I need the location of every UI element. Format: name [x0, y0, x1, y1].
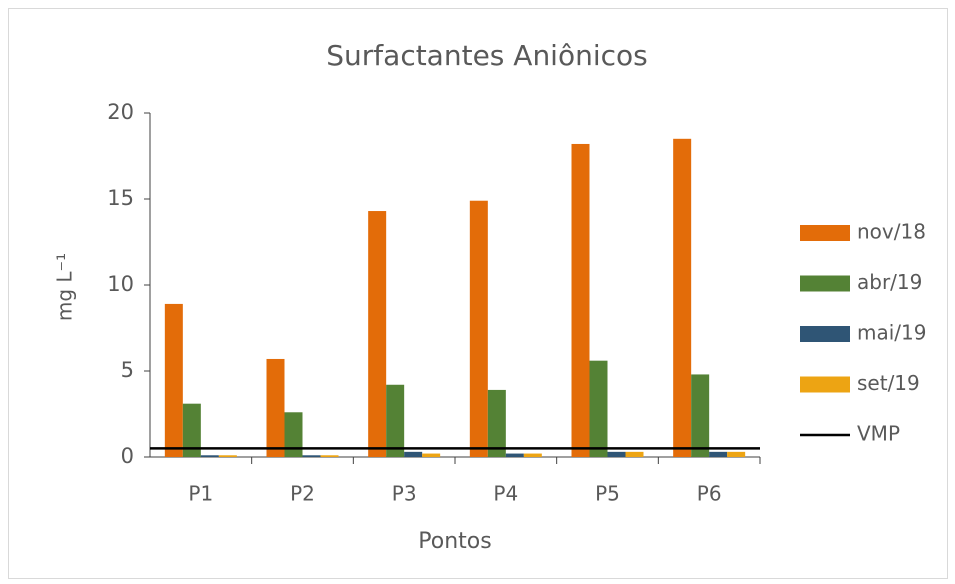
y-tick-label: 10 — [107, 272, 134, 296]
bar — [164, 303, 183, 457]
bar — [404, 451, 423, 457]
bar — [589, 360, 608, 457]
bar — [487, 389, 506, 457]
bar — [284, 412, 303, 457]
bar — [386, 384, 405, 457]
bar — [571, 143, 590, 457]
x-tick-label: P6 — [697, 482, 722, 506]
bar — [182, 403, 201, 457]
y-tick-label: 5 — [121, 358, 134, 382]
bar — [218, 455, 237, 457]
bar — [505, 453, 524, 457]
x-tick-label: P1 — [188, 482, 213, 506]
y-tick-label: 15 — [107, 186, 134, 210]
x-tick-label: P2 — [290, 482, 315, 506]
legend-label: abr/19 — [857, 270, 922, 294]
legend-swatch — [800, 376, 850, 393]
legend-swatch — [800, 275, 850, 292]
bar — [727, 451, 746, 457]
legend-label: VMP — [857, 422, 900, 446]
y-axis-label: mg L⁻¹ — [53, 253, 77, 321]
bar — [320, 455, 339, 457]
bar — [607, 451, 626, 457]
x-tick-label: P3 — [392, 482, 417, 506]
y-tick-label: 0 — [121, 444, 134, 468]
bar — [625, 451, 644, 457]
legend-label: mai/19 — [857, 321, 926, 345]
bar — [200, 455, 219, 457]
x-axis-label: Pontos — [418, 529, 491, 554]
bar — [266, 358, 285, 457]
y-tick-label: 20 — [107, 100, 134, 124]
x-tick-label: P5 — [595, 482, 620, 506]
legend-swatch — [800, 225, 850, 241]
bar — [469, 200, 488, 457]
legend-label: nov/18 — [857, 220, 926, 244]
bar — [709, 451, 728, 457]
bar — [523, 453, 542, 457]
legend-label: set/19 — [857, 371, 920, 395]
chart-title: Surfactantes Aniônicos — [326, 39, 647, 72]
x-tick-label: P4 — [493, 482, 518, 506]
bar — [673, 138, 692, 458]
bar — [368, 211, 387, 457]
legend-swatch — [800, 326, 850, 342]
bar — [302, 455, 321, 457]
bar — [691, 374, 710, 457]
bar — [422, 453, 441, 457]
